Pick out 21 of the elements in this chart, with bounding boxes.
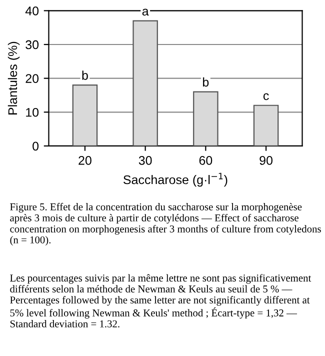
bar [132, 20, 158, 146]
bar [193, 91, 218, 146]
annotation: b [82, 70, 88, 80]
bar [72, 84, 98, 146]
y-tick-label: 0 [32, 142, 39, 151]
annotation: a [142, 8, 149, 16]
bar [253, 104, 279, 146]
x-axis-title: Saccharose (g·l$^{−1}$) [124, 172, 228, 187]
x-tick-label: 90 [260, 156, 272, 165]
text: Les pourcentages suivis par la même lettre ne sont pas significativement différents selon la méthode de Newman & Keuls au seuil de 5 % — Percentages followed by the same letter are not significantly different at 5% level following Newman & Keuls' method ; Écart-type = 1,32 — Standard deviation = 1.32. [10, 274, 312, 328]
caption: Figure 5. Effet de la concentration du saccharose sur la morphogenèse après 3 mois de culture à partir de cotylédons — Effect of saccharose concentration on morphogenesis after 3 months of culture from cotyledons (n = 100). [10, 202, 321, 246]
x-tick-label: 30 [138, 156, 152, 165]
x-tick-label: 60 [199, 156, 212, 165]
x-tick-label: 20 [78, 156, 92, 165]
y-tick-label: 10 [26, 108, 39, 117]
y-axis-title: Plantules (%) [8, 42, 20, 114]
y-tick-label: 40 [25, 6, 39, 16]
y-tick-label: 20 [26, 74, 39, 83]
annotation: b [203, 77, 209, 87]
y-tick-label: 30 [26, 40, 39, 50]
annotation: c [263, 93, 269, 100]
